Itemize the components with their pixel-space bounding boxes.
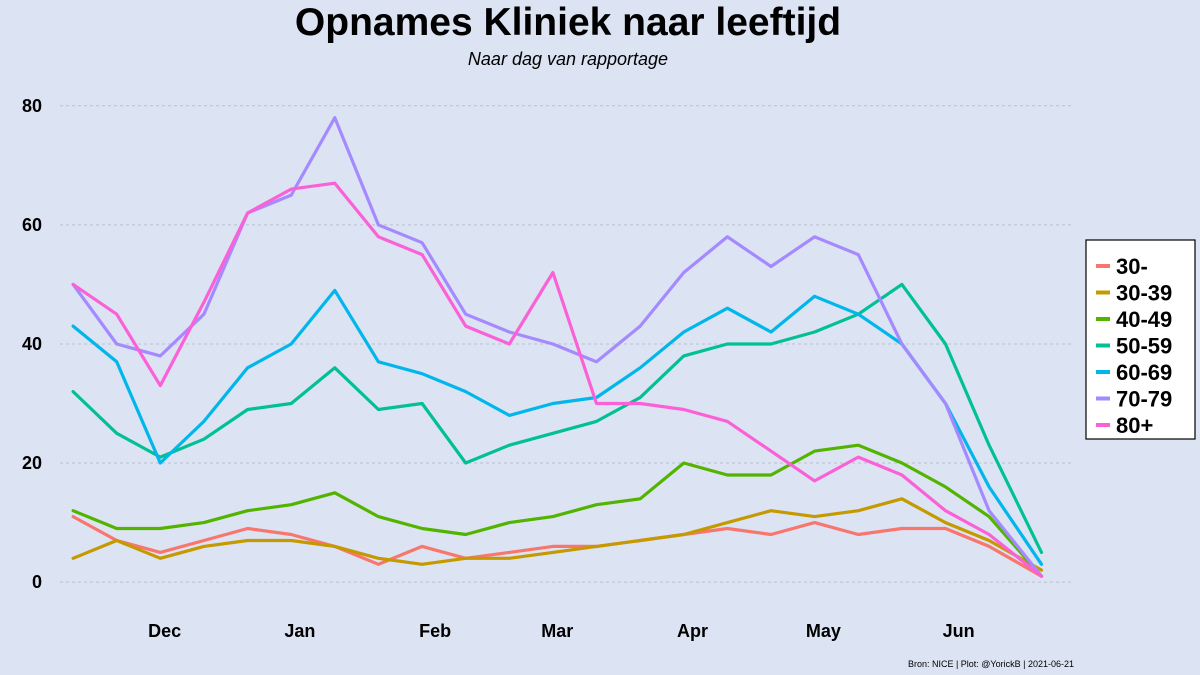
x-tick-label: Apr <box>677 621 708 641</box>
chart-subtitle: Naar dag van rapportage <box>468 49 668 69</box>
legend-label: 30-39 <box>1116 281 1172 306</box>
legend-label: 40-49 <box>1116 307 1172 332</box>
legend-label: 70-79 <box>1116 387 1172 412</box>
x-tick-label: Jan <box>284 621 315 641</box>
series-line <box>71 288 1044 566</box>
x-tick-label: Feb <box>419 621 451 641</box>
x-tick-label: Jun <box>943 621 975 641</box>
legend-box <box>1085 239 1196 440</box>
series-line <box>71 181 1044 578</box>
series-line <box>71 282 1044 555</box>
legend-label: 50-59 <box>1116 334 1172 359</box>
gridlines <box>60 105 1072 583</box>
y-axis: 0 20 40 60 80 <box>22 96 42 592</box>
series-line <box>71 497 1044 572</box>
series-line <box>71 514 1044 578</box>
chart-title: Opnames Kliniek naar leeftijd <box>295 1 841 44</box>
legend-label: 30- <box>1116 254 1148 279</box>
legend-label: 80+ <box>1116 413 1153 438</box>
y-tick-label: 80 <box>22 96 42 116</box>
x-tick-label: May <box>806 621 841 641</box>
x-tick-label: Dec <box>148 621 181 641</box>
chart-caption: Bron: NICE | Plot: @YorickB | 2021-06-21 <box>908 659 1074 669</box>
y-tick-label: 0 <box>32 572 42 592</box>
legend-label: 60-69 <box>1116 360 1172 385</box>
y-tick-label: 60 <box>22 215 42 235</box>
x-tick-label: Mar <box>541 621 573 641</box>
y-tick-label: 40 <box>22 334 42 354</box>
y-tick-label: 20 <box>22 453 42 473</box>
x-axis: Dec Jan Feb Mar Apr May Jun <box>148 621 974 641</box>
series-line <box>71 443 1044 578</box>
series-line <box>71 116 1044 578</box>
series-lines <box>71 116 1044 578</box>
